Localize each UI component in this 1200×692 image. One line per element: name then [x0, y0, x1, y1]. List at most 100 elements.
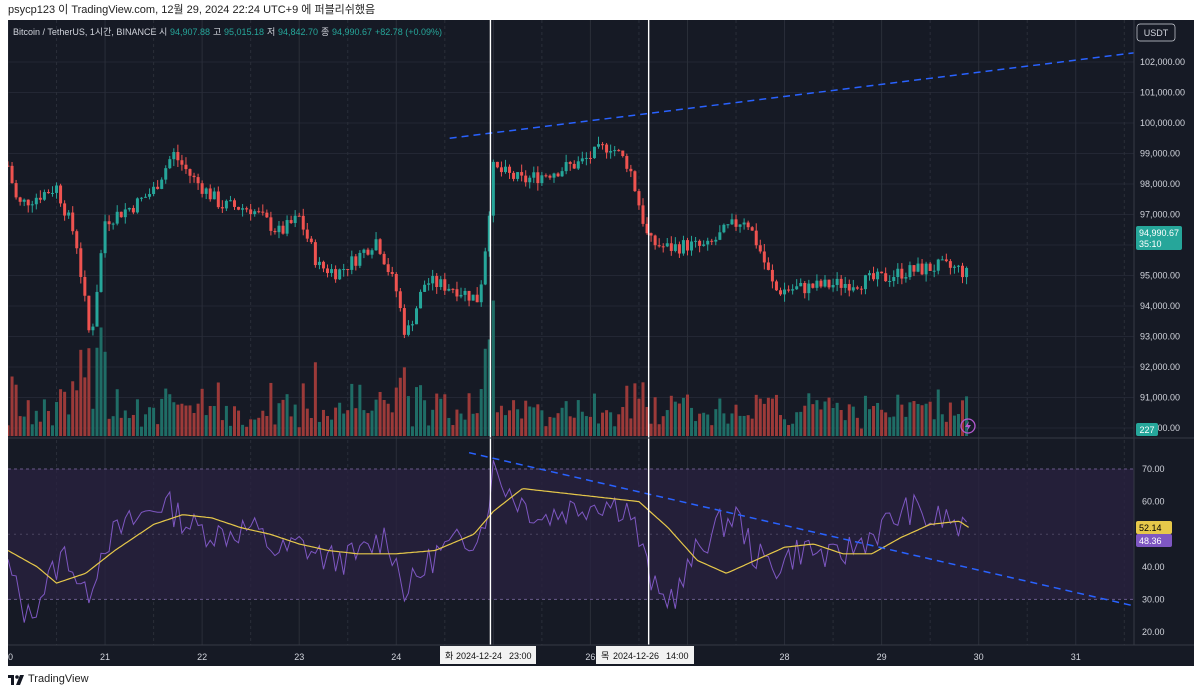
chart-svg[interactable]: 90,000.00 91,000.00 92,000.00 93,000.00 94,0… — [3, 20, 1194, 666]
candle-body — [560, 171, 564, 177]
candle-body — [487, 215, 491, 252]
candle-body — [791, 289, 795, 291]
rsi-ma-badge-value: 52.14 — [1139, 523, 1162, 533]
volume-bar — [851, 406, 855, 436]
candle-body — [176, 152, 180, 161]
low-value: 94,842.70 — [278, 27, 318, 37]
candle-body — [451, 288, 455, 290]
volume-bar — [139, 426, 143, 436]
candle-body — [216, 191, 220, 208]
volume-bar — [378, 391, 382, 436]
volume-bar — [208, 405, 212, 436]
price-tick-label: 97,000.00 — [1140, 210, 1180, 220]
rsi-trendline — [468, 451, 1135, 607]
volume-bar — [374, 399, 378, 436]
candle-body — [916, 263, 920, 272]
volume-bar — [698, 413, 702, 436]
volume-bar — [289, 416, 293, 436]
volume-bar — [924, 403, 928, 436]
volume-bar — [932, 419, 936, 436]
footer-brand: TradingView — [28, 673, 89, 685]
candle-body — [718, 232, 722, 240]
volume-bar — [224, 405, 228, 436]
time-tick-label: 30 — [974, 652, 984, 662]
candle-body — [956, 265, 960, 267]
volume-bar — [491, 300, 495, 436]
candle-body — [912, 265, 916, 272]
volume-bar — [309, 418, 313, 436]
candle-body — [115, 211, 119, 224]
candle-body — [572, 163, 576, 169]
candle-body — [326, 268, 330, 274]
volume-bar — [232, 406, 236, 436]
volume-bar — [152, 407, 156, 436]
candle-body — [787, 289, 791, 291]
volume-bar — [803, 405, 807, 436]
candle-body — [342, 269, 346, 271]
volume-bar — [799, 411, 803, 436]
volume-bar — [783, 419, 787, 436]
volume-bar — [564, 401, 568, 436]
candle-body — [6, 165, 10, 167]
candle-body — [14, 183, 18, 198]
candle-body — [742, 222, 746, 225]
candle-body — [204, 188, 208, 194]
crosshair-label-2-day: 목 — [601, 651, 609, 661]
candle-body — [888, 281, 892, 283]
candle-body — [34, 197, 38, 205]
volume-bar — [956, 414, 960, 436]
volume-bar — [46, 410, 50, 436]
candle-body — [528, 177, 532, 183]
volume-bar — [107, 418, 111, 436]
candle-body — [799, 282, 803, 287]
candle-body — [220, 207, 224, 209]
currency-button[interactable] — [1136, 23, 1176, 42]
volume-bar — [592, 393, 596, 436]
volume-bar — [673, 401, 677, 436]
volume-bar — [928, 401, 932, 436]
candle-body — [803, 282, 807, 294]
candle-body — [378, 239, 382, 254]
candle-body — [398, 291, 402, 309]
volume-bar — [305, 408, 309, 436]
volume-bar — [512, 400, 516, 436]
candle-body — [783, 289, 787, 295]
candle-body — [584, 157, 588, 159]
volume-bar — [313, 362, 317, 436]
volume-bar — [366, 413, 370, 436]
candle-body — [694, 240, 698, 242]
candle-body — [508, 166, 512, 173]
candle-body — [196, 177, 200, 184]
trendlines[interactable] — [449, 52, 1135, 607]
volume-bar — [597, 423, 601, 436]
volume-bar — [83, 377, 87, 436]
volume-bar — [447, 417, 451, 436]
candle-body — [435, 276, 439, 287]
lightning-icon[interactable] — [960, 418, 976, 434]
candle-body — [346, 269, 350, 271]
chart-area[interactable]: 90,000.00 91,000.00 92,000.00 93,000.00 94,0… — [3, 20, 1194, 666]
volume-bar — [766, 397, 770, 436]
volume-bar — [528, 406, 532, 436]
volume-bar — [79, 349, 83, 436]
volume-bar — [653, 397, 657, 436]
candle-body — [281, 225, 285, 234]
close-label: 종 — [321, 27, 329, 37]
candle-body — [208, 188, 212, 200]
volume-bar — [787, 425, 791, 436]
rsi-ma-line — [7, 488, 969, 584]
volume-bar — [811, 404, 815, 436]
volume-bar — [200, 388, 204, 436]
volume-bar — [940, 414, 944, 436]
candle-body — [111, 223, 115, 225]
volume-bar — [406, 396, 410, 436]
volume-bar — [681, 397, 685, 436]
volume-bar — [362, 410, 366, 436]
volume-bar — [855, 417, 859, 436]
volume-bar — [301, 383, 305, 436]
candle-body — [653, 235, 657, 246]
candle-body — [253, 211, 257, 215]
candle-body — [467, 290, 471, 301]
candle-body — [317, 261, 321, 266]
candle-body — [148, 194, 152, 197]
